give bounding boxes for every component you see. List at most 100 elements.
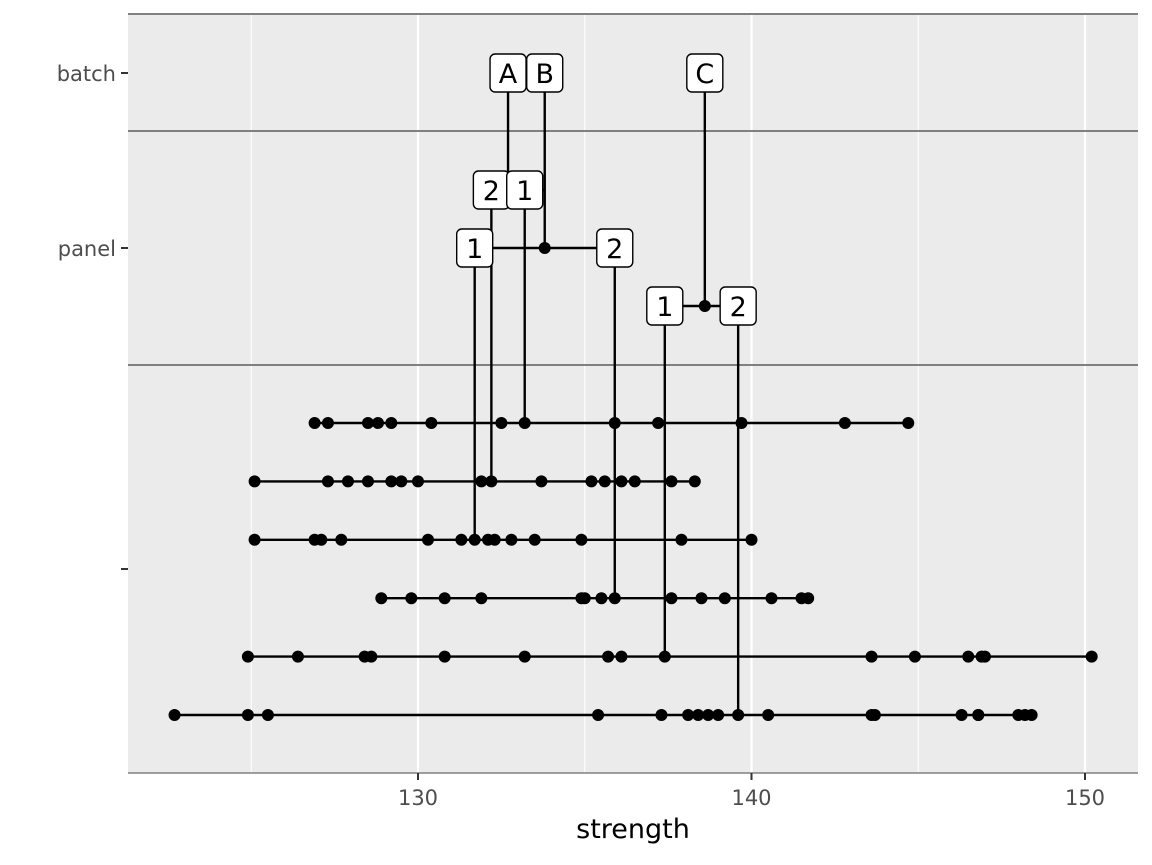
- data-point: [308, 417, 321, 429]
- y-tick-label: batch: [57, 62, 116, 86]
- data-point: [868, 709, 881, 721]
- hub-point: [698, 300, 711, 312]
- data-point: [615, 650, 628, 663]
- data-point: [361, 417, 374, 429]
- data-point: [241, 650, 254, 663]
- data-point: [505, 533, 518, 546]
- node-label-text: 2: [606, 234, 623, 265]
- data-point: [315, 533, 328, 546]
- data-point: [902, 417, 915, 429]
- data-point: [425, 417, 438, 429]
- data-point: [652, 417, 665, 429]
- data-point: [341, 475, 354, 488]
- data-point: [595, 592, 608, 605]
- node-label-text: 1: [516, 176, 533, 207]
- data-point: [608, 592, 621, 605]
- node-label-text: 1: [656, 292, 673, 323]
- data-point: [248, 475, 261, 488]
- node-label-box: [646, 286, 684, 326]
- data-point: [241, 709, 254, 721]
- node-label-text: C: [695, 59, 714, 90]
- panel-label: 1: [506, 170, 544, 210]
- data-rows: [168, 242, 1098, 721]
- node-label-text: 1: [466, 234, 483, 265]
- plot-panel: [128, 14, 1138, 773]
- data-point: [485, 475, 498, 488]
- batch-label: B: [526, 53, 564, 93]
- data-point: [1025, 709, 1038, 721]
- data-point: [655, 709, 668, 721]
- data-point: [702, 709, 715, 721]
- data-point: [371, 417, 384, 429]
- x-tick-label: 130: [398, 786, 438, 810]
- data-point: [468, 533, 481, 546]
- grid-lines: [250, 14, 1087, 773]
- data-point: [978, 650, 991, 663]
- node-label-text: 2: [730, 292, 747, 323]
- node-label-box: [719, 286, 757, 326]
- data-point: [838, 417, 851, 429]
- data-point: [658, 650, 671, 663]
- data-point: [665, 475, 678, 488]
- data-point: [488, 533, 501, 546]
- data-point: [365, 650, 378, 663]
- y-tick-label: panel: [58, 237, 116, 261]
- data-point: [602, 650, 615, 663]
- node-labels: A B C2 11 21 2: [455, 53, 757, 326]
- data-point: [475, 475, 488, 488]
- data-point: [422, 533, 435, 546]
- data-point: [168, 709, 181, 721]
- data-point: [628, 475, 641, 488]
- panel-label: 1: [455, 228, 494, 268]
- data-point: [361, 475, 374, 488]
- data-point: [395, 475, 408, 488]
- data-point: [578, 592, 591, 605]
- data-point: [972, 709, 985, 721]
- data-point: [585, 475, 598, 488]
- data-point: [405, 592, 418, 605]
- data-point: [615, 475, 628, 488]
- data-point: [291, 650, 304, 663]
- node-label-text: B: [535, 59, 554, 90]
- node-label-box: [686, 53, 724, 93]
- data-point: [528, 533, 541, 546]
- data-point: [535, 475, 548, 488]
- data-point: [455, 533, 468, 546]
- panel-label: 2: [472, 170, 511, 210]
- data-point: [865, 650, 878, 663]
- node-label-box: [596, 228, 634, 268]
- data-point: [745, 533, 758, 546]
- data-point: [518, 650, 531, 663]
- data-point: [592, 709, 605, 721]
- data-point: [688, 475, 701, 488]
- data-point: [412, 475, 424, 488]
- data-point: [475, 592, 488, 605]
- node-label-text: 2: [483, 176, 500, 207]
- panel-label: 2: [596, 228, 634, 268]
- data-point: [735, 417, 748, 429]
- data-point: [248, 533, 261, 546]
- panel-label: 2: [719, 286, 757, 326]
- data-point: [665, 592, 678, 605]
- hub-point: [538, 242, 551, 254]
- data-point: [692, 709, 705, 721]
- axes: 130 140 150 batch panel strength: [57, 62, 1105, 845]
- tier-dividers: [128, 13, 1138, 774]
- data-point: [675, 533, 688, 546]
- data-point: [375, 592, 388, 605]
- data-point: [762, 709, 775, 721]
- data-point: [575, 533, 588, 546]
- node-label-box: [526, 53, 564, 93]
- data-point: [518, 417, 531, 429]
- data-point: [321, 417, 334, 429]
- data-point: [682, 709, 695, 721]
- x-tick-label: 150: [1065, 786, 1105, 810]
- data-point: [335, 533, 348, 546]
- x-axis-title: strength: [576, 814, 690, 845]
- data-point: [908, 650, 921, 663]
- data-point: [695, 592, 708, 605]
- data-point: [955, 709, 968, 721]
- data-point: [765, 592, 778, 605]
- data-point: [438, 650, 451, 663]
- data-point: [321, 475, 334, 488]
